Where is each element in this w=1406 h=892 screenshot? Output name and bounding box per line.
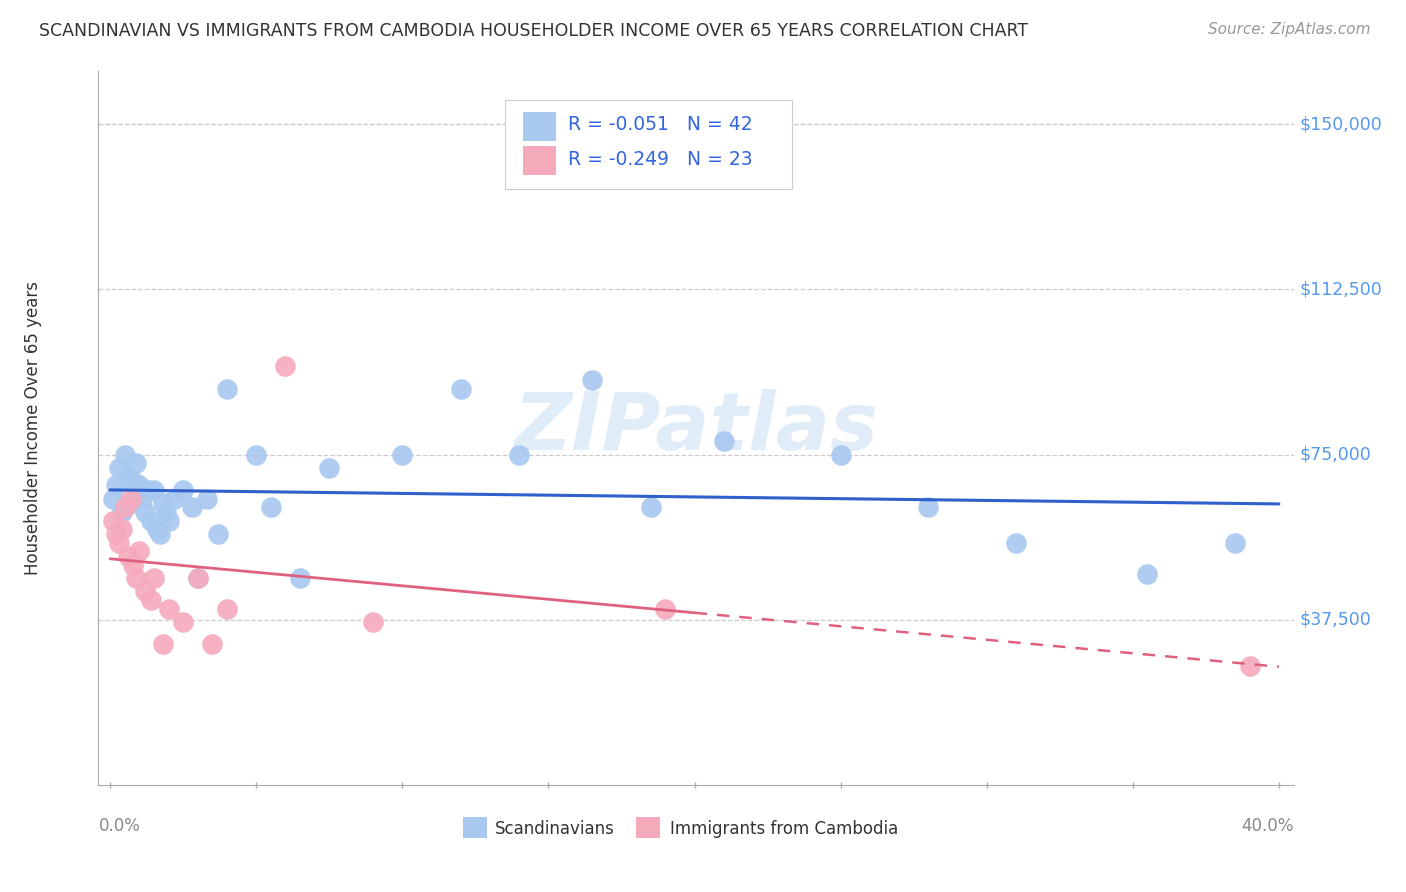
Point — [117, 469, 139, 483]
Point — [1239, 659, 1261, 673]
Point — [172, 483, 194, 497]
Bar — [523, 146, 557, 175]
FancyBboxPatch shape — [505, 100, 792, 189]
Point — [654, 601, 676, 615]
Text: $150,000: $150,000 — [1299, 115, 1382, 133]
Point — [207, 527, 229, 541]
Point — [187, 571, 209, 585]
Point — [640, 500, 662, 515]
Point — [108, 460, 131, 475]
Point — [274, 359, 297, 374]
Text: R = -0.249   N = 23: R = -0.249 N = 23 — [568, 150, 752, 169]
Point — [318, 460, 340, 475]
Point — [139, 593, 162, 607]
Point — [830, 448, 852, 462]
Point — [101, 491, 124, 506]
Point — [187, 571, 209, 585]
Point — [125, 457, 148, 471]
Point — [114, 500, 136, 515]
Point — [508, 448, 530, 462]
Text: $37,500: $37,500 — [1299, 611, 1371, 629]
Point — [142, 483, 165, 497]
Point — [260, 500, 283, 515]
Point — [215, 382, 238, 396]
Point — [104, 527, 127, 541]
Point — [136, 483, 159, 497]
Point — [163, 491, 186, 506]
Point — [131, 491, 153, 506]
Point — [157, 514, 180, 528]
Point — [181, 500, 204, 515]
Point — [122, 558, 145, 572]
Bar — [523, 112, 557, 141]
Point — [101, 514, 124, 528]
Point — [111, 505, 134, 519]
Point — [152, 637, 174, 651]
Point — [139, 514, 162, 528]
Text: Immigrants from Cambodia: Immigrants from Cambodia — [669, 821, 898, 838]
Point — [125, 571, 148, 585]
Text: 0.0%: 0.0% — [98, 817, 141, 835]
Text: Source: ZipAtlas.com: Source: ZipAtlas.com — [1208, 22, 1371, 37]
Point — [1005, 535, 1028, 549]
Point — [172, 615, 194, 629]
Point — [581, 373, 603, 387]
Point — [195, 491, 218, 506]
Point — [128, 478, 150, 492]
Text: 40.0%: 40.0% — [1241, 817, 1294, 835]
Text: R = -0.051   N = 42: R = -0.051 N = 42 — [568, 115, 752, 135]
Point — [450, 382, 472, 396]
Point — [215, 601, 238, 615]
Point — [152, 496, 174, 510]
Point — [114, 448, 136, 462]
Point — [142, 571, 165, 585]
Point — [1223, 535, 1246, 549]
Bar — [463, 817, 486, 838]
Text: $75,000: $75,000 — [1299, 446, 1371, 464]
Point — [361, 615, 384, 629]
Text: Householder Income Over 65 years: Householder Income Over 65 years — [24, 281, 42, 575]
Point — [134, 505, 156, 519]
Point — [128, 544, 150, 558]
Point — [111, 523, 134, 537]
Point — [201, 637, 224, 651]
Point — [391, 448, 413, 462]
Point — [713, 434, 735, 449]
Point — [122, 474, 145, 488]
Point — [120, 491, 142, 506]
Point — [108, 535, 131, 549]
Point — [104, 478, 127, 492]
Point — [120, 496, 142, 510]
Text: $112,500: $112,500 — [1299, 280, 1382, 299]
Point — [288, 571, 311, 585]
Point — [157, 601, 180, 615]
Bar — [637, 817, 661, 838]
Point — [245, 448, 267, 462]
Point — [155, 505, 177, 519]
Point — [117, 549, 139, 563]
Point — [149, 527, 172, 541]
Point — [917, 500, 939, 515]
Text: ZIPatlas: ZIPatlas — [513, 389, 879, 467]
Point — [146, 523, 169, 537]
Text: Scandinavians: Scandinavians — [495, 821, 614, 838]
Text: SCANDINAVIAN VS IMMIGRANTS FROM CAMBODIA HOUSEHOLDER INCOME OVER 65 YEARS CORREL: SCANDINAVIAN VS IMMIGRANTS FROM CAMBODIA… — [39, 22, 1029, 40]
Point — [134, 584, 156, 599]
Point — [1136, 566, 1159, 581]
